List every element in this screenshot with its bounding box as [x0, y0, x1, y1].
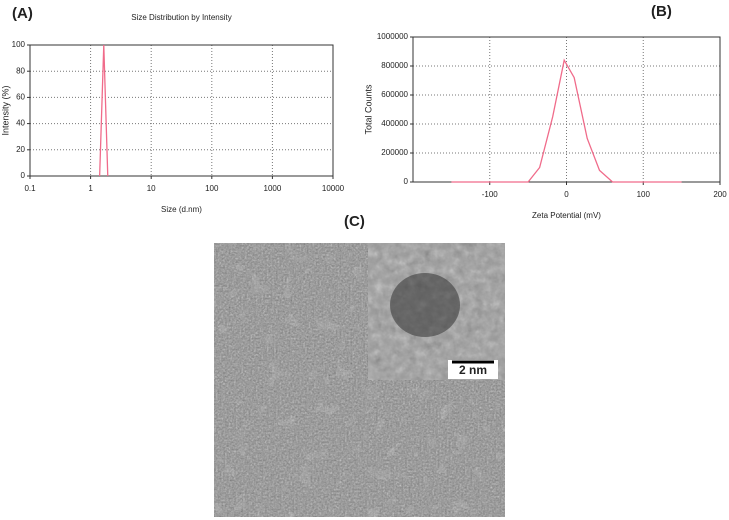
panel-label: (B)	[651, 3, 672, 20]
y-tick-label: 600000	[381, 90, 408, 99]
chart-title: Size Distribution by Intensity	[131, 13, 232, 22]
x-tick-label: 0	[564, 190, 569, 199]
panel-label: (A)	[12, 5, 33, 22]
x-tick-label: -100	[482, 190, 499, 199]
y-tick-label: 60	[16, 93, 25, 102]
y-tick-label: 100	[12, 40, 26, 49]
x-tick-label: 100	[205, 184, 219, 193]
plot-frame	[29, 44, 334, 177]
x-axis-label: Size (d.nm)	[161, 205, 202, 214]
x-tick-label: 10	[147, 184, 156, 193]
scale-bar-label: 2 nm	[459, 363, 487, 377]
x-tick-label: 200	[713, 190, 727, 199]
x-tick-label: 10000	[322, 184, 345, 193]
y-axis-label: Total Counts	[363, 84, 373, 135]
x-tick-label: 1	[88, 184, 93, 193]
y-tick-label: 20	[16, 145, 25, 154]
x-tick-label: 1000	[264, 184, 282, 193]
data-line	[451, 58, 682, 183]
panel-label: (C)	[344, 213, 365, 230]
y-axis-label: Intensity (%)	[0, 85, 10, 135]
plot-frame	[412, 36, 721, 183]
x-tick-label: 0.1	[24, 184, 36, 193]
x-axis-label: Zeta Potential (mV)	[532, 211, 601, 220]
y-tick-label: 1000000	[377, 32, 409, 41]
y-tick-label: 800000	[381, 61, 408, 70]
y-tick-label: 0	[21, 171, 26, 180]
data-line	[98, 44, 109, 177]
y-tick-label: 400000	[381, 119, 408, 128]
tem-image: 2 nm	[214, 243, 505, 517]
y-tick-label: 200000	[381, 148, 408, 157]
y-tick-label: 0	[404, 177, 409, 186]
y-tick-label: 40	[16, 119, 25, 128]
y-tick-label: 80	[16, 66, 25, 75]
x-tick-label: 100	[637, 190, 651, 199]
